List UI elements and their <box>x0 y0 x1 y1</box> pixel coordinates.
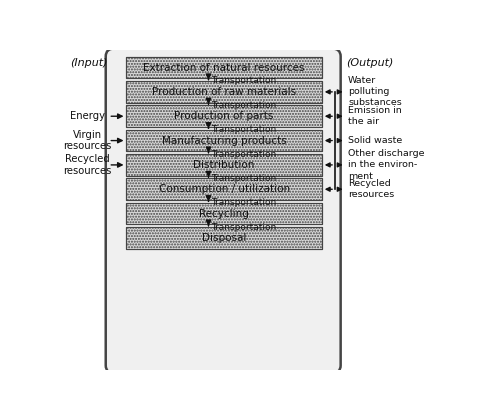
Text: Virgin
resources: Virgin resources <box>63 130 112 151</box>
FancyBboxPatch shape <box>126 105 321 127</box>
Text: Recycling: Recycling <box>199 208 249 218</box>
Text: Manufacturing products: Manufacturing products <box>162 136 286 146</box>
FancyBboxPatch shape <box>126 130 321 151</box>
Text: Transportation: Transportation <box>211 174 275 183</box>
Text: Extraction of natural resources: Extraction of natural resources <box>143 62 304 72</box>
Text: (Output): (Output) <box>346 58 393 68</box>
Text: Water
polluting
substances: Water polluting substances <box>348 76 401 107</box>
Text: Production of parts: Production of parts <box>174 111 273 121</box>
Text: Transportation: Transportation <box>211 77 275 86</box>
Text: Transportation: Transportation <box>211 223 275 232</box>
Text: Production of raw materials: Production of raw materials <box>152 87 296 97</box>
FancyBboxPatch shape <box>126 81 321 103</box>
Text: Recycled
resources: Recycled resources <box>63 154 112 176</box>
FancyBboxPatch shape <box>126 81 321 103</box>
Text: Transportation: Transportation <box>211 101 275 110</box>
Text: (Input): (Input) <box>70 58 107 68</box>
Text: Distribution: Distribution <box>193 160 254 170</box>
Text: Consumption / utilization: Consumption / utilization <box>158 184 289 194</box>
Text: Disposal: Disposal <box>201 233 246 243</box>
Text: Solid waste: Solid waste <box>348 136 402 145</box>
Text: Energy: Energy <box>70 111 105 121</box>
FancyBboxPatch shape <box>126 227 321 249</box>
FancyBboxPatch shape <box>126 105 321 127</box>
FancyBboxPatch shape <box>126 203 321 225</box>
Text: Emission in
the air: Emission in the air <box>348 106 401 126</box>
Text: Transportation: Transportation <box>211 149 275 158</box>
FancyBboxPatch shape <box>126 154 321 176</box>
FancyBboxPatch shape <box>106 48 340 374</box>
FancyBboxPatch shape <box>126 227 321 249</box>
FancyBboxPatch shape <box>126 57 321 79</box>
Text: Recycled
resources: Recycled resources <box>348 179 393 199</box>
Text: Other discharge
in the environ-
ment: Other discharge in the environ- ment <box>348 149 424 181</box>
FancyBboxPatch shape <box>126 130 321 151</box>
FancyBboxPatch shape <box>126 178 321 200</box>
FancyBboxPatch shape <box>126 178 321 200</box>
Text: Transportation: Transportation <box>211 198 275 207</box>
FancyBboxPatch shape <box>126 154 321 176</box>
Text: Transportation: Transportation <box>211 125 275 134</box>
FancyBboxPatch shape <box>126 57 321 79</box>
FancyBboxPatch shape <box>126 203 321 225</box>
